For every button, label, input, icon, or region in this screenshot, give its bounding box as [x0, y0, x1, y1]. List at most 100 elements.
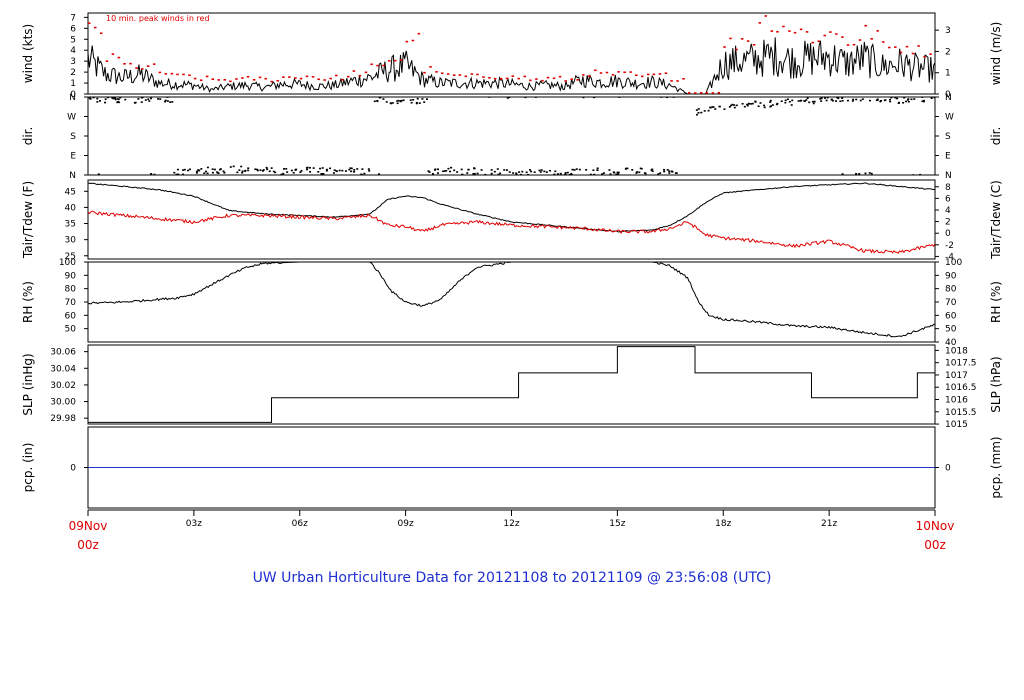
peak-wind-point	[299, 77, 303, 80]
y-tick-label-right: E	[945, 152, 951, 162]
peak-wind-point	[88, 22, 91, 25]
direction-point	[211, 171, 214, 174]
peak-wind-point	[488, 77, 491, 79]
peak-wind-point	[829, 31, 832, 33]
direction-point	[96, 97, 99, 100]
direction-point	[521, 170, 524, 173]
peak-wind-point	[193, 77, 197, 80]
peak-wind-point	[564, 80, 567, 82]
direction-point	[503, 169, 506, 171]
direction-point	[295, 168, 298, 171]
y-tick-label: 50	[65, 325, 77, 335]
peak-wind-point	[740, 38, 744, 40]
direction-point	[460, 168, 463, 171]
peak-wind-point	[199, 79, 203, 82]
direction-point	[771, 104, 774, 106]
direction-point	[353, 169, 356, 171]
direction-point	[300, 170, 303, 172]
direction-point	[164, 99, 167, 102]
direction-point	[515, 172, 518, 175]
peak-wind-point	[470, 73, 474, 75]
direction-point	[747, 102, 750, 105]
peak-wind-point	[99, 32, 103, 35]
peak-wind-point	[582, 74, 585, 76]
peak-wind-point	[229, 80, 232, 83]
direction-point	[213, 168, 216, 171]
direction-point	[870, 172, 873, 175]
direction-point	[159, 98, 162, 100]
y-tick-label-right: 60	[945, 311, 957, 321]
peak-wind-point	[399, 59, 403, 61]
y-axis-label-right: dir.	[989, 127, 1003, 146]
direction-point	[134, 102, 137, 104]
direction-point	[222, 170, 225, 173]
peak-wind-point	[793, 31, 797, 34]
peak-wind-point	[446, 73, 450, 75]
direction-point	[540, 169, 543, 171]
direction-point	[363, 172, 366, 175]
direction-point	[285, 167, 288, 170]
x-tick-label-date: 09Nov	[69, 519, 108, 533]
y-axis-label-left: Tair/Tdew (F)	[21, 181, 35, 259]
direction-point	[472, 173, 475, 175]
peak-wind-point	[752, 43, 756, 46]
peak-wind-point	[405, 40, 409, 43]
direction-point	[743, 105, 746, 108]
peak-wind-point	[682, 77, 685, 80]
direction-point	[812, 102, 815, 105]
direction-point	[851, 100, 854, 102]
direction-point	[697, 111, 700, 114]
direction-point	[98, 100, 101, 102]
direction-point	[176, 168, 179, 171]
direction-point	[602, 172, 605, 174]
y-tick-label: W	[67, 113, 76, 123]
peak-wind-point	[658, 73, 662, 75]
y-tick-label-right: 0	[945, 229, 951, 239]
peak-wind-point	[499, 77, 503, 80]
direction-point	[350, 167, 353, 170]
direction-point	[589, 173, 592, 175]
y-tick-label-right: 2	[945, 47, 951, 57]
direction-point	[445, 169, 448, 172]
peak-wind-point	[923, 55, 926, 58]
peak-wind-point	[664, 72, 668, 75]
direction-point	[750, 103, 753, 105]
direction-point	[617, 171, 620, 174]
peak-wind-point	[864, 24, 867, 27]
series-wind-0	[88, 37, 935, 94]
direction-point	[104, 98, 107, 100]
direction-point	[638, 171, 641, 174]
direction-point	[800, 99, 803, 102]
panel-frame	[87, 96, 936, 176]
direction-point	[564, 172, 567, 175]
direction-point	[437, 168, 440, 171]
direction-point	[601, 173, 604, 175]
direction-point	[150, 97, 153, 100]
peak-wind-point	[294, 77, 297, 79]
panel-humidity: 50 60 70 80 90 100 40 50 60 70 80 90 100 RH (%) RH (%)	[21, 258, 1003, 348]
peak-wind-point	[158, 71, 162, 74]
direction-point	[476, 172, 479, 175]
peak-wind-point	[517, 77, 520, 80]
direction-point	[206, 166, 209, 169]
direction-point	[270, 167, 273, 169]
direction-point	[240, 165, 243, 168]
peak-wind-point	[705, 92, 709, 94]
series-wind-1	[88, 15, 932, 94]
peak-wind-point	[717, 92, 721, 94]
direction-point	[852, 98, 855, 101]
peak-wind-point	[146, 65, 150, 67]
y-tick-label: 5	[70, 35, 76, 45]
peak-wind-point	[546, 76, 550, 79]
y-tick-label-right: S	[945, 132, 951, 142]
y-axis-label-left: pcp. (in)	[21, 443, 35, 493]
x-tick-label: 12z	[503, 519, 519, 529]
y-axis-label-right: pcp. (mm)	[989, 436, 1003, 498]
direction-point	[666, 97, 669, 99]
direction-point	[247, 167, 250, 170]
y-axis-label-right: RH (%)	[989, 281, 1003, 323]
direction-point	[518, 171, 521, 173]
direction-point	[171, 101, 174, 103]
y-tick-label-right: 80	[945, 285, 957, 295]
